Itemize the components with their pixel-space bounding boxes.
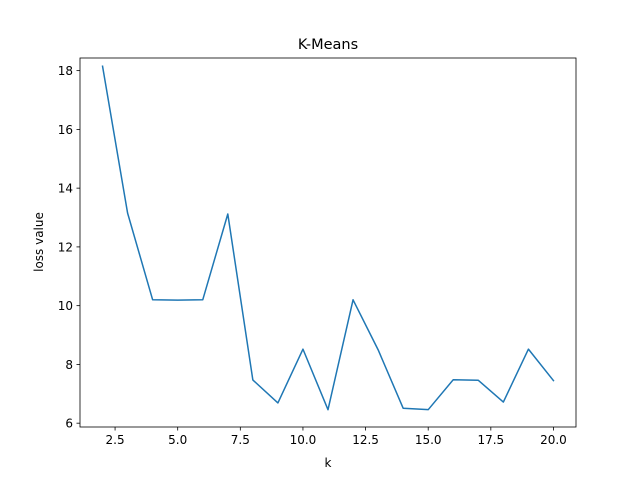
x-tick-label-7: 20.0 bbox=[540, 433, 567, 447]
y-tick-label-4: 14 bbox=[58, 182, 73, 196]
x-tick-label-0: 2.5 bbox=[106, 433, 125, 447]
x-axis-title: k bbox=[325, 456, 332, 470]
x-tick-label-1: 5.0 bbox=[168, 433, 187, 447]
series-line-0 bbox=[101, 65, 555, 411]
x-tick-label-2: 7.5 bbox=[231, 433, 250, 447]
y-tick-label-1: 8 bbox=[65, 358, 73, 372]
y-tick-label-6: 18 bbox=[58, 64, 73, 78]
plot-area: 2.5 5.0 7.5 10.0 12.5 15.0 17.5 20.0 6 8 10 12 14 16 1… bbox=[58, 57, 577, 447]
y-tick-label-3: 12 bbox=[58, 240, 73, 254]
y-tick-label-5: 16 bbox=[58, 123, 73, 137]
y-axis-title: loss value bbox=[32, 212, 46, 272]
axes-frame bbox=[79, 57, 577, 428]
x-tick-label-5: 15.0 bbox=[415, 433, 442, 447]
x-tick-label-4: 12.5 bbox=[352, 433, 379, 447]
x-tick-label-3: 10.0 bbox=[290, 433, 317, 447]
y-tick-label-0: 6 bbox=[65, 417, 73, 431]
x-tick-label-6: 17.5 bbox=[477, 433, 504, 447]
y-tick-label-2: 10 bbox=[58, 299, 73, 313]
chart-title: K-Means bbox=[298, 37, 358, 53]
